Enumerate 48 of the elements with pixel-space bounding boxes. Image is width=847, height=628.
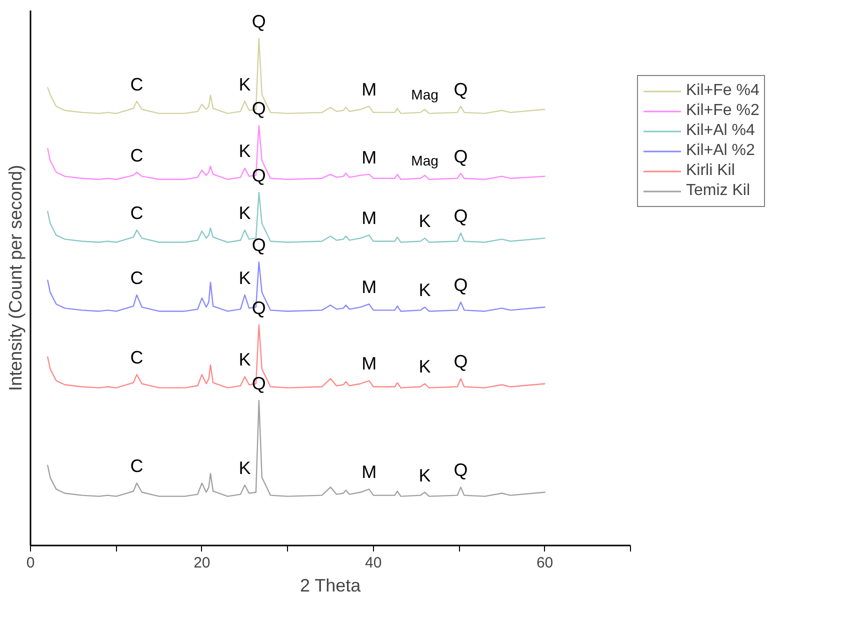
annotation: Q xyxy=(454,352,468,372)
annotation: Q xyxy=(252,166,266,186)
annotation: K xyxy=(418,280,431,300)
annotation: K xyxy=(418,211,431,232)
annotation: Q xyxy=(454,206,468,226)
annotation: Q xyxy=(454,146,468,166)
annotation: C xyxy=(130,348,144,368)
annotation: Mag xyxy=(411,152,438,168)
annotation: M xyxy=(362,354,377,374)
annotation: Q xyxy=(454,275,468,296)
annotation: Q xyxy=(252,373,266,394)
annotation: Q xyxy=(252,98,266,119)
legend-label: Kil+Fe %2 xyxy=(686,101,760,121)
annotation: C xyxy=(130,268,144,288)
legend-label: Kirli Kil xyxy=(686,161,735,181)
annotation: K xyxy=(238,350,251,370)
x-tick-label: 40 xyxy=(365,554,382,572)
legend-label: Temiz Kil xyxy=(686,181,750,201)
annotation: K xyxy=(418,465,431,486)
x-tick-label: 0 xyxy=(26,554,35,572)
x-axis-title: 2 Theta xyxy=(300,576,362,596)
annotation: C xyxy=(130,145,144,166)
annotation: Q xyxy=(252,11,266,32)
annotation: K xyxy=(238,458,251,478)
annotation: M xyxy=(362,79,377,100)
legend-label: Kil+Fe %4 xyxy=(686,81,760,101)
annotation: Mag xyxy=(411,86,438,102)
annotation: Q xyxy=(454,460,468,480)
legend-label: Kil+Al %2 xyxy=(686,141,755,161)
annotation: M xyxy=(362,462,377,482)
annotation: M xyxy=(362,277,377,298)
x-tick-label: 20 xyxy=(194,554,210,572)
y-axis-title: Intensity (Count per second) xyxy=(6,164,26,392)
annotation: M xyxy=(362,208,377,228)
annotation: M xyxy=(362,147,377,168)
annotation: C xyxy=(130,456,144,476)
annotation: Q xyxy=(252,298,266,318)
annotation: Q xyxy=(454,79,468,100)
annotation: C xyxy=(130,203,144,224)
annotation: C xyxy=(130,74,144,94)
annotation: K xyxy=(238,141,251,162)
annotation: K xyxy=(418,356,431,377)
annotation: K xyxy=(238,74,251,94)
legend-label: Kil+Al %4 xyxy=(686,121,755,141)
annotation: K xyxy=(238,203,251,224)
annotation: K xyxy=(238,268,251,288)
annotation: Q xyxy=(252,235,266,256)
x-tick-label: 60 xyxy=(536,554,554,572)
